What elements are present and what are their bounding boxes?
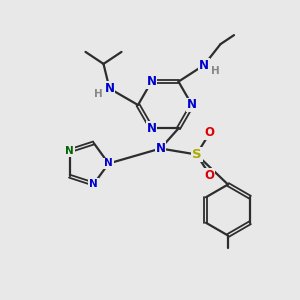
Text: H: H xyxy=(94,89,103,99)
Text: N: N xyxy=(89,179,98,189)
Text: H: H xyxy=(211,65,220,76)
Text: O: O xyxy=(204,169,214,182)
Text: N: N xyxy=(104,158,113,169)
Text: N: N xyxy=(146,122,157,135)
Text: N: N xyxy=(187,98,197,112)
Text: N: N xyxy=(104,82,115,95)
Text: N: N xyxy=(65,146,74,156)
Text: O: O xyxy=(204,126,214,139)
Text: N: N xyxy=(155,142,166,155)
Text: S: S xyxy=(192,148,202,161)
Text: N: N xyxy=(146,75,157,88)
Text: N: N xyxy=(199,58,209,72)
